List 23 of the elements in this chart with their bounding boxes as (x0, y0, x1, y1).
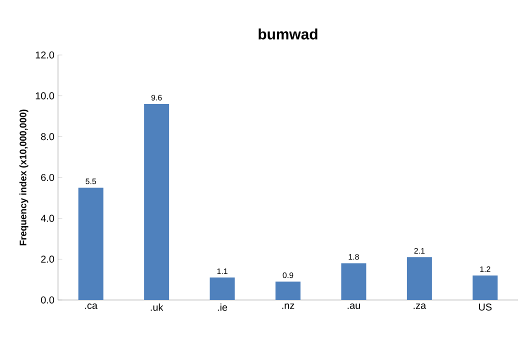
x-tick-label: .za (414, 304, 426, 309)
y-tick-label: 6.0 (41, 174, 54, 182)
x-tick-label: .nz (282, 304, 294, 309)
x-tick-label: US (478, 304, 492, 311)
chart-title: bumwad (258, 28, 318, 40)
y-tick-label: 0.0 (41, 296, 54, 304)
bar (78, 188, 104, 300)
y-tick-label: 2.0 (41, 256, 54, 263)
y-tick-label: 10.0 (36, 92, 54, 100)
x-tick-label: .au (348, 304, 360, 309)
y-tick-label: 12.0 (36, 51, 54, 59)
bar (210, 278, 235, 300)
y-tick-label: 4.0 (40, 214, 54, 222)
bar (144, 104, 170, 300)
y-tick-label: 8.0 (41, 133, 54, 140)
bar (276, 282, 301, 300)
bar (406, 257, 432, 300)
x-tick-label: .ie (218, 304, 228, 311)
bar (472, 276, 498, 300)
bar (341, 263, 366, 300)
y-axis-title: Frequency index (x10,000,000) (19, 110, 28, 246)
x-tick-label: .uk (150, 304, 164, 311)
x-tick-label: .ca (85, 304, 98, 309)
